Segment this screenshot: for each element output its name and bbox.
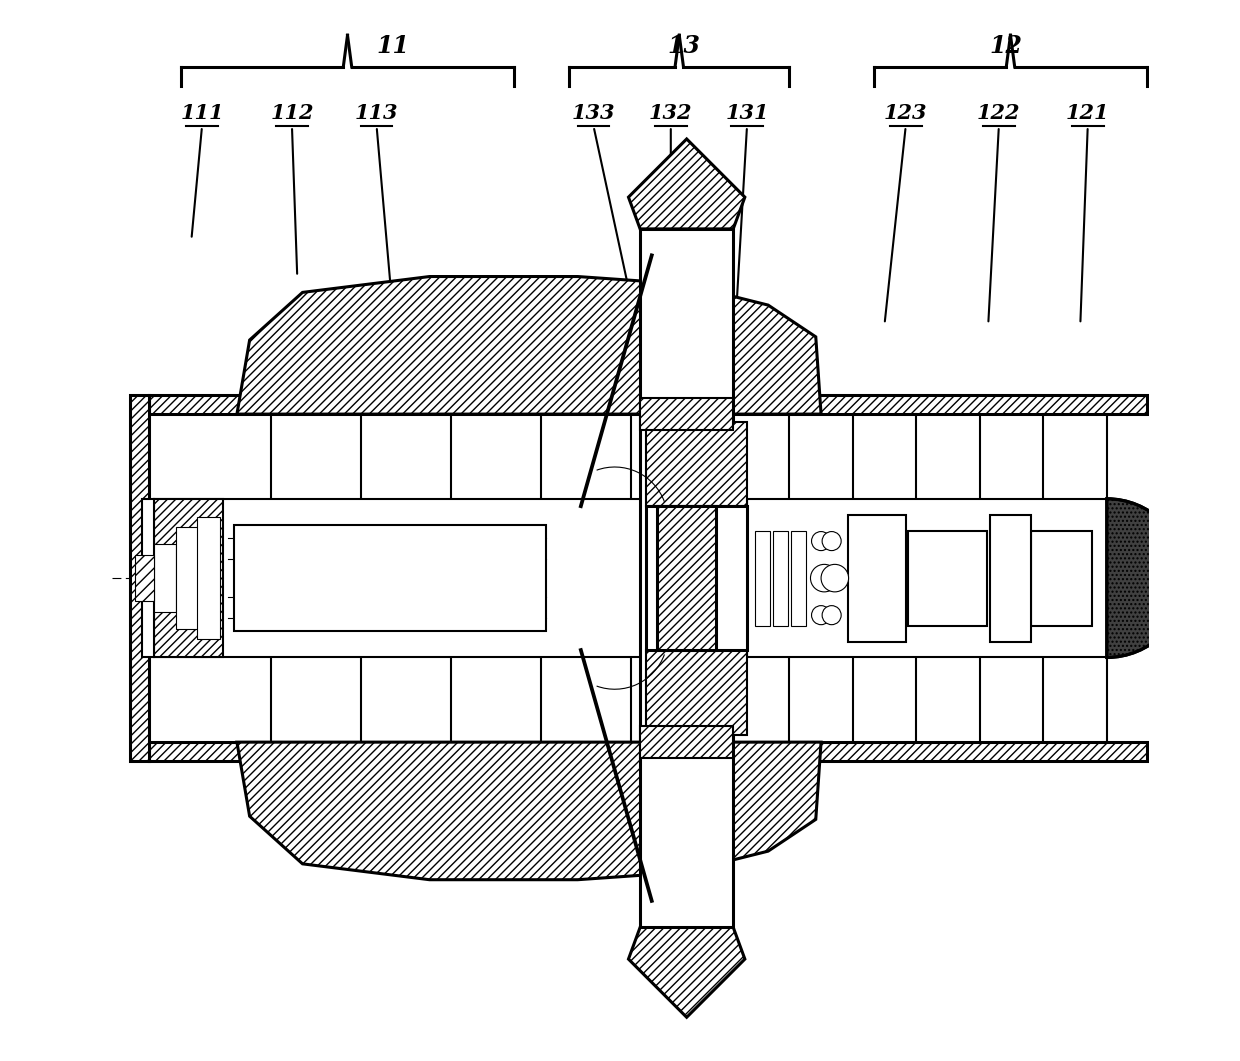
Bar: [640, 398, 733, 430]
Text: 11: 11: [376, 34, 409, 58]
Circle shape: [822, 532, 841, 551]
Bar: [646, 421, 746, 506]
Bar: [774, 530, 789, 626]
Bar: [640, 727, 733, 758]
Text: 122: 122: [977, 103, 1021, 122]
Polygon shape: [629, 927, 745, 1017]
Bar: [234, 525, 546, 631]
Text: 123: 123: [884, 103, 928, 122]
Bar: [176, 527, 202, 629]
Bar: [755, 530, 770, 626]
Bar: [746, 499, 1107, 658]
Bar: [135, 555, 155, 602]
Polygon shape: [237, 742, 821, 880]
Text: 111: 111: [180, 103, 223, 122]
Bar: [640, 229, 733, 927]
Bar: [141, 499, 155, 658]
Text: 13: 13: [667, 34, 701, 58]
Polygon shape: [237, 277, 821, 414]
Bar: [847, 515, 905, 642]
Bar: [130, 395, 149, 761]
Bar: [155, 499, 646, 658]
Bar: [646, 506, 746, 650]
Bar: [149, 395, 720, 414]
Bar: [1030, 530, 1092, 626]
Text: 131: 131: [725, 103, 769, 122]
Bar: [991, 515, 1030, 642]
Circle shape: [822, 606, 841, 625]
Polygon shape: [629, 139, 745, 229]
Bar: [155, 544, 176, 612]
Circle shape: [811, 564, 838, 592]
Bar: [657, 506, 717, 650]
Bar: [791, 530, 806, 626]
Text: 133: 133: [572, 103, 615, 122]
Bar: [646, 650, 746, 734]
Text: 121: 121: [1066, 103, 1110, 122]
Bar: [908, 530, 987, 626]
Bar: [197, 517, 219, 640]
Circle shape: [811, 606, 831, 625]
Text: 113: 113: [355, 103, 398, 122]
Circle shape: [811, 532, 831, 551]
Text: 112: 112: [270, 103, 314, 122]
Wedge shape: [1107, 499, 1187, 658]
Bar: [149, 742, 720, 761]
Text: 132: 132: [649, 103, 693, 122]
Text: 12: 12: [990, 34, 1023, 58]
Circle shape: [821, 564, 848, 592]
Bar: [155, 499, 223, 658]
Bar: [725, 742, 1147, 761]
Bar: [725, 395, 1147, 414]
